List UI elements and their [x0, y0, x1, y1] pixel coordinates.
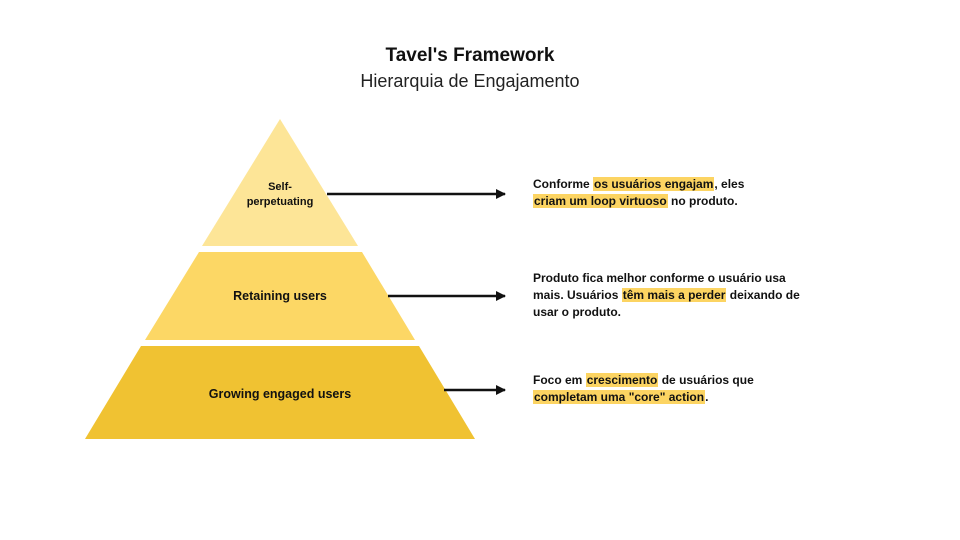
description-top-text-3: no produto.	[667, 194, 738, 208]
description-top: Conforme os usuários engajam, eles criam…	[533, 176, 803, 210]
description-middle-text-1: Produto fica melhor conforme o usuário u…	[533, 271, 786, 302]
diagram-title: Tavel's Framework	[385, 45, 555, 66]
description-middle-highlight-1: têm mais a perder	[621, 288, 727, 302]
tier-bottom-label: Growing engaged users	[209, 387, 351, 401]
tier-top-label-line2: perpetuating	[247, 196, 314, 208]
description-top-text-1: Conforme	[533, 177, 593, 191]
description-middle: Produto fica melhor conforme o usuário u…	[533, 270, 803, 321]
diagram-subtitle: Hierarquia de Engajamento	[360, 71, 580, 91]
pyramid-tier-bottom	[85, 346, 475, 439]
description-top-highlight-1: os usuários engajam	[593, 177, 715, 191]
description-top-highlight-2: criam um loop virtuoso	[533, 194, 668, 208]
description-middle-text-2: deixando de usar o produto.	[533, 288, 800, 319]
description-top-text-2: , eles	[714, 177, 745, 191]
tier-middle-label: Retaining users	[233, 289, 327, 303]
description-bottom-highlight-2: completam uma "core" action	[533, 390, 706, 404]
description-bottom: Foco em crescimento de usuários que comp…	[533, 372, 803, 406]
pyramid-tier-top	[202, 119, 358, 246]
description-bottom-text-1: Foco em	[533, 373, 586, 387]
description-bottom-text-3: .	[705, 390, 709, 404]
pyramid-tier-middle	[145, 252, 415, 340]
tier-top-label-line1: Self-	[268, 181, 292, 193]
description-bottom-text-2: de usuários que	[658, 373, 754, 387]
description-bottom-highlight-1: crescimento	[585, 373, 659, 387]
